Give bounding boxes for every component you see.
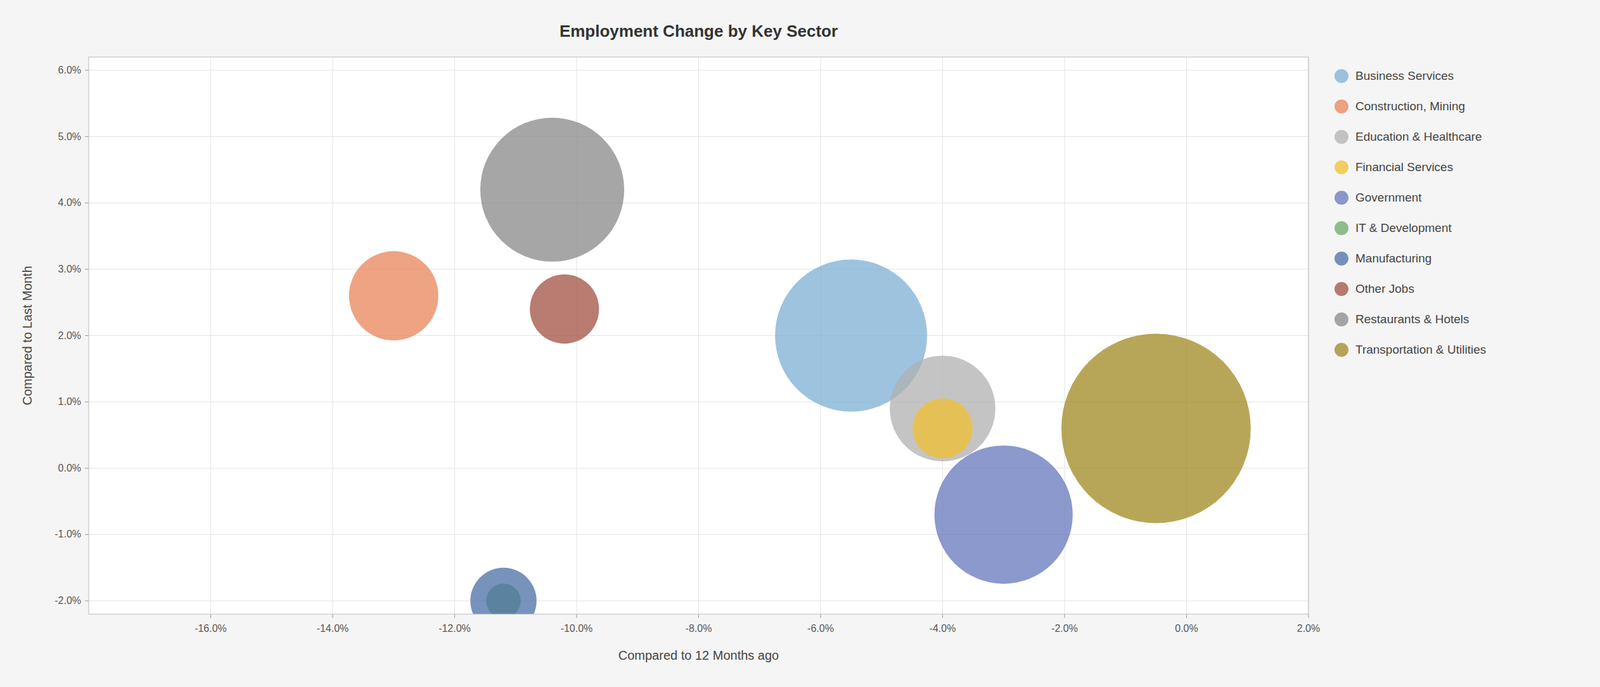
- bubble: [912, 398, 973, 459]
- background: [0, 0, 1600, 687]
- legend-label: Education & Healthcare: [1355, 129, 1483, 144]
- tick-y: [84, 69, 89, 71]
- tick-label-x: -14.0%: [316, 622, 350, 634]
- series: [470, 567, 537, 615]
- tick-y: [84, 534, 89, 535]
- series: [889, 355, 996, 462]
- legend-label: Financial Services: [1355, 160, 1453, 174]
- bubble: [529, 274, 599, 344]
- tick-label-y: 0.0%: [58, 462, 82, 474]
- series: [529, 274, 599, 344]
- grid-line-y: [88, 69, 1309, 71]
- tick-x: [698, 614, 699, 618]
- grid-line-y: [88, 268, 1309, 270]
- tick-label-x: -10.0%: [560, 622, 594, 634]
- tick-label-y: 2.0%: [58, 330, 82, 341]
- tick-label-y: 1.0%: [58, 396, 82, 407]
- legend-swatch: [1334, 129, 1349, 144]
- tick-x: [1308, 614, 1310, 618]
- tick-y: [84, 467, 89, 469]
- tick-label-x: -12.0%: [438, 622, 471, 634]
- tick-label-y: 5.0%: [58, 131, 82, 142]
- tick-label-x: 2.0%: [1297, 622, 1320, 634]
- tick-label-y: 6.0%: [58, 64, 82, 76]
- tick-label-y: 4.0%: [58, 197, 82, 208]
- bubble: [480, 117, 625, 262]
- marks: [349, 117, 1251, 615]
- bubble: [349, 250, 439, 341]
- axes: -16.0% -14.0% -12.0% -10.0% -8.0% -6.0% -4.0% -…: [54, 64, 1320, 634]
- tick-label-y: -1.0%: [54, 528, 82, 540]
- tick-label-x: -16.0%: [194, 622, 227, 634]
- tick-label-x: -8.0%: [685, 622, 713, 634]
- bubble: [934, 445, 1073, 584]
- legend-swatch: [1334, 281, 1349, 296]
- tick-label-x: 0.0%: [1174, 622, 1198, 634]
- legend-label: Construction, Mining: [1355, 99, 1466, 113]
- series: [349, 250, 439, 341]
- tick-label-x: -2.0%: [1051, 622, 1078, 634]
- legend-label: Business Services: [1355, 69, 1454, 83]
- x-axis-label: Compared to 12 Months ago: [618, 648, 780, 663]
- tick-y: [84, 268, 89, 270]
- tick-y: [84, 600, 89, 602]
- tick-x: [1186, 614, 1187, 618]
- tick-y: [84, 136, 89, 137]
- legend-label: Restaurants & Hotels: [1355, 312, 1470, 326]
- legend-swatch: [1334, 312, 1349, 327]
- legend-swatch: [1334, 99, 1349, 114]
- legend-swatch: [1334, 342, 1349, 357]
- tick-y: [84, 202, 89, 204]
- grid-line-y: [88, 534, 1309, 535]
- grid-line-y: [88, 335, 1309, 336]
- tick-x: [210, 614, 212, 618]
- bubble: [470, 567, 537, 615]
- grid: [88, 57, 1309, 615]
- series: [912, 398, 973, 459]
- legend: Business Services Construction, Mining Edu…: [1334, 69, 1486, 357]
- tick-y: [84, 335, 89, 336]
- tick-x: [454, 614, 455, 618]
- tick-label-y: 3.0%: [58, 263, 82, 275]
- grid-line-y: [88, 202, 1309, 204]
- tick-label-x: -4.0%: [929, 622, 957, 634]
- legend-swatch: [1334, 160, 1349, 175]
- bubble: [1061, 333, 1251, 524]
- legend-swatch: [1334, 221, 1349, 236]
- legend-swatch: [1334, 69, 1349, 84]
- page: {"chart_data": { "type": "scatter", "tit…: [0, 0, 1600, 687]
- legend-label: Manufacturing: [1355, 251, 1432, 265]
- grid-line-y: [88, 600, 1309, 602]
- tick-y: [84, 401, 89, 403]
- legend-label: Government: [1355, 190, 1422, 205]
- title: Employment Change by Key Sector: [559, 21, 838, 41]
- tick-x: [332, 614, 334, 618]
- series: [934, 445, 1073, 584]
- legend-label: IT & Development: [1355, 221, 1452, 235]
- tick-label-x: -6.0%: [807, 622, 834, 634]
- legend-label: Transportation & Utilities: [1355, 342, 1486, 357]
- plot-area: [88, 57, 1309, 615]
- tick-label-y: -2.0%: [54, 595, 82, 606]
- tick-x: [820, 614, 822, 618]
- tick-x: [576, 614, 578, 618]
- series: [480, 117, 625, 262]
- grid-line-y: [88, 136, 1309, 137]
- tick-x: [942, 614, 943, 618]
- tick-x: [1064, 614, 1066, 618]
- chart: -16.0% -14.0% -12.0% -10.0% -8.0% -6.0% -4.0% -…: [0, 0, 1600, 687]
- legend-swatch: [1334, 190, 1349, 205]
- bubble: [889, 355, 996, 462]
- y-axis-label: Compared to Last Month: [20, 265, 35, 405]
- legend-swatch: [1334, 251, 1349, 266]
- series: [1061, 333, 1251, 524]
- plot-frame: [88, 57, 1309, 615]
- legend-label: Other Jobs: [1355, 281, 1415, 296]
